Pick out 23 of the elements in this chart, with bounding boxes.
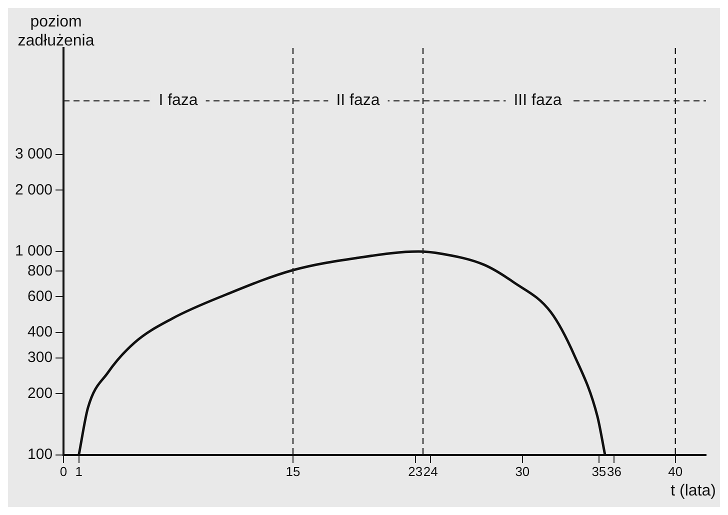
- annotation: II faza: [336, 92, 380, 110]
- x-tick-label: 23: [408, 464, 423, 480]
- x-tick-label: 15: [286, 464, 300, 480]
- y-tick-label: 2 000: [14, 181, 53, 198]
- annotation: III faza: [514, 92, 562, 110]
- x-axis-title: t (lata): [670, 482, 716, 500]
- x-tick-label: 1: [75, 464, 82, 480]
- y-tick-label: 1 000: [14, 242, 53, 260]
- y-tick-label: 100: [28, 446, 53, 464]
- annotation: I faza: [158, 92, 198, 110]
- y-tick-label: 300: [28, 349, 53, 366]
- x-tick-label: 35: [592, 464, 606, 480]
- y-tick-label: 3 000: [14, 146, 53, 163]
- y-tick-label: 200: [28, 384, 53, 402]
- y-axis-title: poziom zadłużenia: [18, 13, 94, 50]
- x-tick-label: 40: [668, 464, 683, 480]
- x-tick-label: 30: [515, 464, 530, 480]
- x-tick-label: 0: [60, 464, 68, 480]
- x-tick-label: 36: [606, 464, 622, 480]
- x-tick-label: 24: [423, 464, 438, 480]
- y-tick-label: 400: [28, 324, 53, 341]
- y-tick-label: 600: [28, 288, 53, 305]
- y-tick-label: 800: [28, 262, 53, 280]
